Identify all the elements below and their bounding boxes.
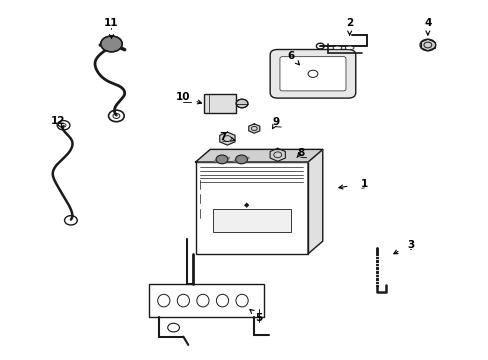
- Ellipse shape: [157, 294, 170, 307]
- Text: 10: 10: [176, 92, 190, 102]
- Circle shape: [235, 155, 247, 164]
- Text: 1: 1: [360, 179, 367, 189]
- Ellipse shape: [216, 294, 228, 307]
- Ellipse shape: [177, 294, 189, 307]
- Text: 9: 9: [272, 117, 279, 127]
- Bar: [204, 94, 236, 113]
- Polygon shape: [269, 148, 285, 161]
- Bar: [195, 162, 307, 254]
- Text: 12: 12: [50, 116, 65, 126]
- Text: 2: 2: [346, 18, 352, 28]
- Text: 11: 11: [104, 18, 119, 28]
- Text: 8: 8: [297, 148, 304, 158]
- Polygon shape: [195, 149, 322, 162]
- Text: 5: 5: [255, 312, 262, 323]
- Polygon shape: [248, 124, 259, 133]
- Bar: [212, 209, 290, 232]
- Circle shape: [236, 99, 247, 108]
- Circle shape: [419, 39, 435, 51]
- Bar: [149, 284, 264, 317]
- Ellipse shape: [345, 46, 353, 50]
- Polygon shape: [214, 158, 229, 161]
- Text: 3: 3: [407, 240, 413, 250]
- Text: 4: 4: [423, 18, 431, 28]
- Circle shape: [216, 155, 227, 164]
- FancyBboxPatch shape: [269, 49, 355, 98]
- FancyBboxPatch shape: [279, 57, 346, 91]
- Polygon shape: [307, 149, 322, 254]
- Text: 7: 7: [218, 132, 226, 142]
- Ellipse shape: [235, 294, 248, 307]
- Text: ◆: ◆: [244, 202, 249, 208]
- Polygon shape: [233, 158, 249, 161]
- Text: 6: 6: [287, 51, 294, 61]
- Polygon shape: [219, 132, 235, 145]
- Ellipse shape: [332, 46, 341, 50]
- Ellipse shape: [196, 294, 209, 307]
- Circle shape: [101, 36, 122, 52]
